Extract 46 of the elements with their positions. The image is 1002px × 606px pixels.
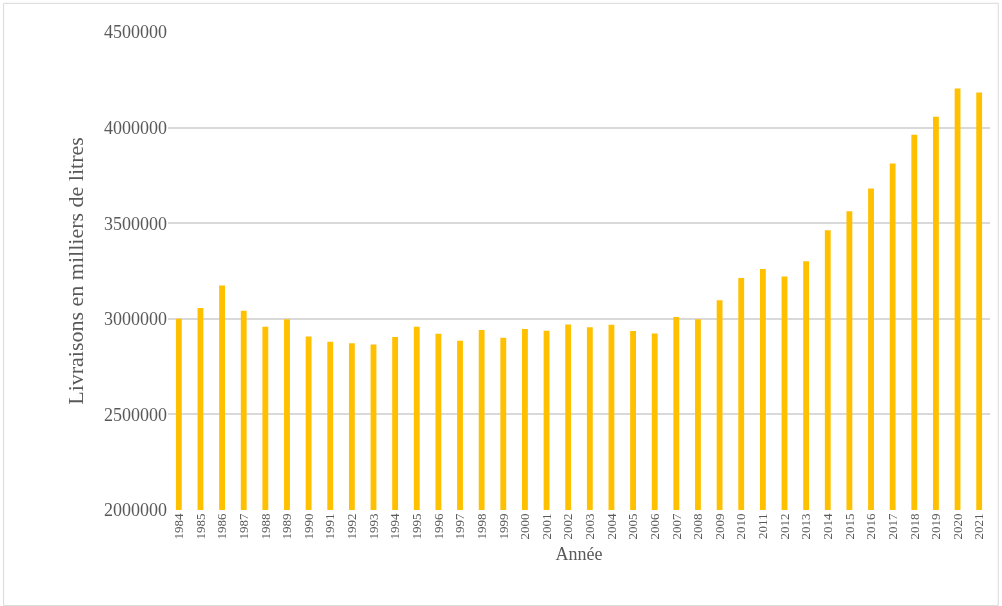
x-tick-label: 1991 [322, 513, 338, 540]
x-tick-label: 1987 [235, 513, 251, 540]
y-tick-label: 3500000 [104, 213, 167, 234]
y-axis-title: Livraisons en milliers de litres [62, 137, 88, 405]
y-tick-label: 4500000 [104, 22, 167, 43]
y-tick-label: 3000000 [104, 309, 167, 330]
x-tick-label: 2019 [928, 513, 944, 540]
x-tick-label: 2010 [733, 513, 749, 540]
x-tick-label: 1985 [192, 513, 208, 540]
x-tick-label: 2014 [819, 513, 835, 540]
x-tick-label: 2018 [906, 513, 922, 540]
x-tick-label: 1992 [344, 513, 360, 540]
x-tick-label: 2017 [884, 513, 900, 540]
x-tick-label: 2009 [711, 513, 727, 540]
x-tick-label: 1996 [430, 513, 446, 540]
x-tick-label: 2000 [517, 513, 533, 540]
x-tick-label: 2015 [841, 513, 857, 540]
x-tick-label: 1993 [365, 513, 381, 540]
x-tick-label: 2004 [603, 513, 619, 540]
x-tick-label: 2002 [560, 513, 576, 540]
x-tick-label: 1994 [387, 513, 403, 540]
x-tick-label: 2001 [538, 513, 554, 540]
x-tick-label: 2016 [863, 513, 879, 540]
x-tick-label: 1998 [473, 513, 489, 540]
x-tick-label: 1999 [495, 513, 511, 540]
x-tick-label: 1997 [452, 513, 468, 540]
x-tick-label: 1988 [257, 513, 273, 540]
x-tick-label: 2005 [625, 513, 641, 540]
x-tick-label: 2021 [971, 513, 987, 540]
x-tick-label: 2008 [690, 513, 706, 540]
x-axis-title: Année [555, 543, 603, 564]
x-tick-label: 2012 [776, 513, 792, 540]
x-tick-label: 1984 [171, 513, 187, 540]
y-tick-label: 2500000 [104, 404, 167, 425]
x-tick-label: 2007 [668, 513, 684, 540]
y-tick-label: 4000000 [104, 117, 167, 138]
x-tick-label: 2013 [798, 513, 814, 540]
x-tick-label: 1989 [279, 513, 295, 540]
x-tick-label: 1995 [408, 513, 424, 540]
x-tick-label: 1986 [214, 513, 230, 540]
x-tick-label: 2003 [582, 513, 598, 540]
x-tick-label: 2020 [949, 513, 965, 540]
y-tick-label: 2000000 [104, 500, 167, 521]
x-tick-label: 2011 [755, 513, 771, 540]
x-tick-label: 1990 [300, 513, 316, 540]
x-tick-label: 2006 [646, 513, 662, 540]
